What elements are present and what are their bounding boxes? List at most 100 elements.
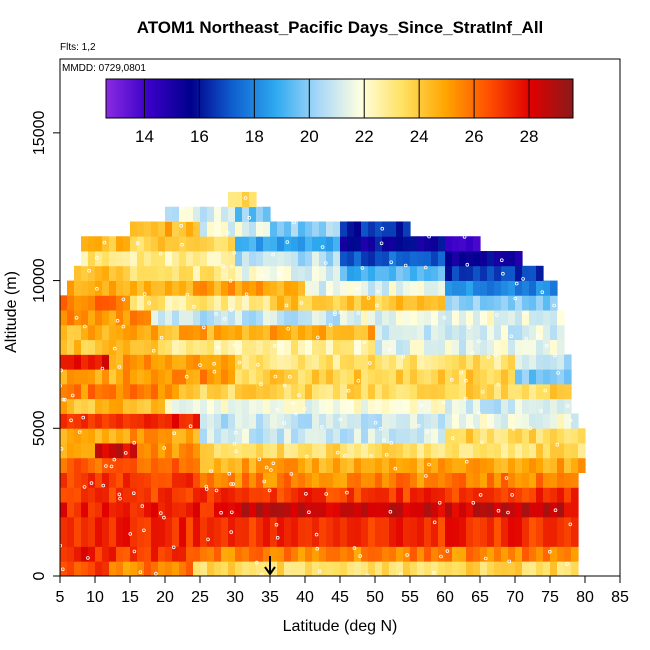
heatmap-cell [88, 487, 96, 503]
heatmap-cell [508, 280, 516, 296]
heatmap-cell [74, 487, 82, 503]
heatmap-cell [452, 457, 460, 473]
heatmap-cell [312, 265, 320, 281]
heatmap-cell [74, 339, 82, 355]
heatmap-cell [536, 369, 544, 385]
heatmap-cell [347, 324, 355, 341]
heatmap-cell [256, 251, 264, 267]
heatmap-cell [186, 251, 194, 267]
sample-dot [272, 343, 277, 348]
heatmap-cell [431, 487, 439, 503]
heatmap-cell [305, 561, 313, 577]
heatmap-cell [417, 457, 425, 473]
heatmap-cell [130, 369, 138, 385]
heatmap-cell [214, 546, 222, 562]
heatmap-cell [109, 295, 117, 311]
heatmap-cell [172, 428, 180, 444]
heatmap-cell [550, 398, 558, 414]
heatmap-cell [291, 443, 299, 459]
heatmap-cell [165, 310, 173, 326]
sample-dot [393, 466, 398, 471]
heatmap-cell [452, 472, 460, 488]
y-axis-label: Altitude (m) [3, 271, 20, 353]
heatmap-cell [179, 339, 187, 355]
heatmap-cell [74, 369, 82, 385]
heatmap-cell [375, 383, 383, 400]
heatmap-cell [235, 310, 243, 326]
heatmap-cell [473, 383, 481, 400]
sample-dot [504, 476, 509, 480]
heatmap-cell [214, 251, 222, 267]
heatmap-cell [137, 428, 145, 444]
heatmap-cell [165, 206, 173, 222]
heatmap-cell [249, 354, 257, 370]
heatmap-cell [277, 354, 285, 370]
heatmap-cell [305, 339, 313, 355]
heatmap-cell [305, 383, 313, 400]
heatmap-cell [494, 443, 502, 459]
heatmap-cell [340, 354, 348, 370]
heatmap-cell [200, 516, 208, 547]
heatmap-cell [466, 295, 474, 311]
heatmap-cell [494, 339, 502, 355]
heatmap-cell [578, 428, 586, 444]
heatmap-cell [67, 280, 75, 296]
heatmap-cell [60, 354, 68, 370]
heatmap-cell [438, 236, 446, 252]
heatmap-cell [74, 265, 82, 281]
y-tick-label: 5000 [31, 410, 48, 446]
heatmap-cell [74, 561, 82, 577]
heatmap-cell [263, 369, 271, 385]
heatmap-cell [102, 339, 110, 355]
heatmap-cell [501, 472, 509, 488]
heatmap-cell [88, 339, 96, 355]
heatmap-cell [312, 472, 320, 488]
sample-dot [510, 493, 515, 497]
heatmap-cell [522, 502, 530, 518]
heatmap-cell [522, 280, 530, 296]
heatmap-cell [473, 457, 481, 473]
heatmap-cell [270, 236, 278, 252]
heatmap-cell [522, 324, 530, 341]
heatmap-cell [424, 339, 432, 355]
heatmap-cell [207, 487, 215, 503]
heatmap-cell [459, 398, 467, 414]
heatmap-cell [417, 339, 425, 355]
heatmap-cell [102, 487, 110, 503]
heatmap-cell [445, 457, 453, 473]
heatmap-cell [249, 561, 257, 577]
heatmap-cell [326, 457, 334, 473]
heatmap-cell [487, 369, 495, 385]
heatmap-cell [151, 280, 159, 296]
heatmap-cell [95, 398, 103, 414]
heatmap-cell [536, 561, 544, 577]
heatmap-cell [256, 383, 264, 400]
heatmap-cell [179, 251, 187, 267]
heatmap-cell [242, 354, 250, 370]
sample-dot [507, 559, 512, 564]
sample-dot [124, 451, 128, 455]
heatmap-cell [480, 339, 488, 355]
sample-dot [117, 365, 122, 369]
heatmap-cell [109, 502, 117, 518]
heatmap-cell [557, 502, 565, 518]
sample-dot [362, 340, 367, 345]
heatmap-cell [193, 472, 201, 488]
heatmap-cell [249, 413, 257, 429]
heatmap-cell [508, 369, 516, 385]
heatmap-cell [67, 502, 75, 518]
heatmap-cell [186, 457, 194, 473]
sample-dot [470, 425, 475, 429]
heatmap-cell [515, 310, 523, 326]
heatmap-cell [95, 472, 103, 488]
heatmap-cell [228, 221, 236, 237]
sample-dot [389, 260, 394, 265]
heatmap-cell [319, 354, 327, 370]
sample-dot [471, 500, 476, 505]
heatmap-cell [459, 443, 467, 459]
heatmap-cell [361, 472, 369, 488]
heatmap-cell [438, 324, 446, 341]
heatmap-cell [193, 354, 201, 370]
heatmap-cell [277, 502, 285, 518]
sample-dot [132, 491, 136, 496]
